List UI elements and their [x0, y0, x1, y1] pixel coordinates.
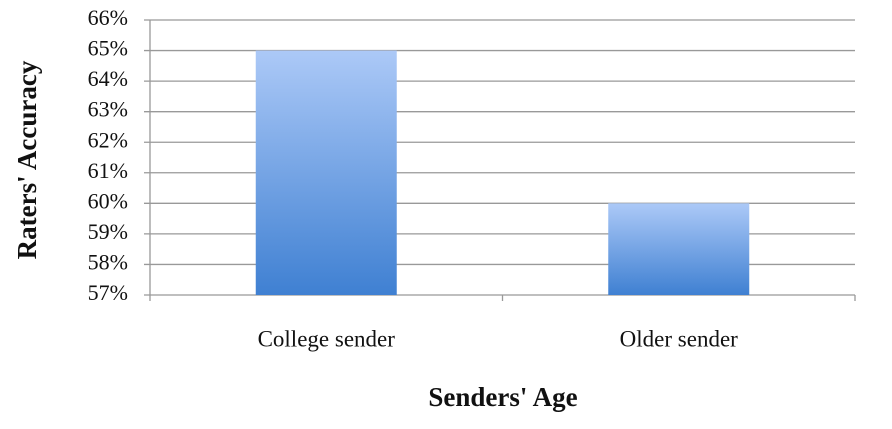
y-tick-label: 62%: [88, 127, 128, 152]
y-tick-label: 60%: [88, 188, 128, 213]
bar: [255, 50, 397, 295]
x-axis-title: Senders' Age: [428, 382, 577, 412]
bar: [608, 203, 750, 295]
y-tick-label: 63%: [88, 97, 128, 122]
y-tick-label: 66%: [88, 5, 128, 30]
y-tick-label: 65%: [88, 36, 128, 61]
y-axis-title: Raters' Accuracy: [12, 60, 42, 259]
y-tick-label: 61%: [88, 158, 128, 183]
y-tick-label: 57%: [88, 280, 128, 305]
y-tick-label: 58%: [88, 249, 128, 274]
y-tick-label: 59%: [88, 219, 128, 244]
x-tick-label: College sender: [258, 326, 396, 351]
x-tick-label: Older sender: [620, 326, 738, 351]
y-tick-label: 64%: [88, 66, 128, 91]
